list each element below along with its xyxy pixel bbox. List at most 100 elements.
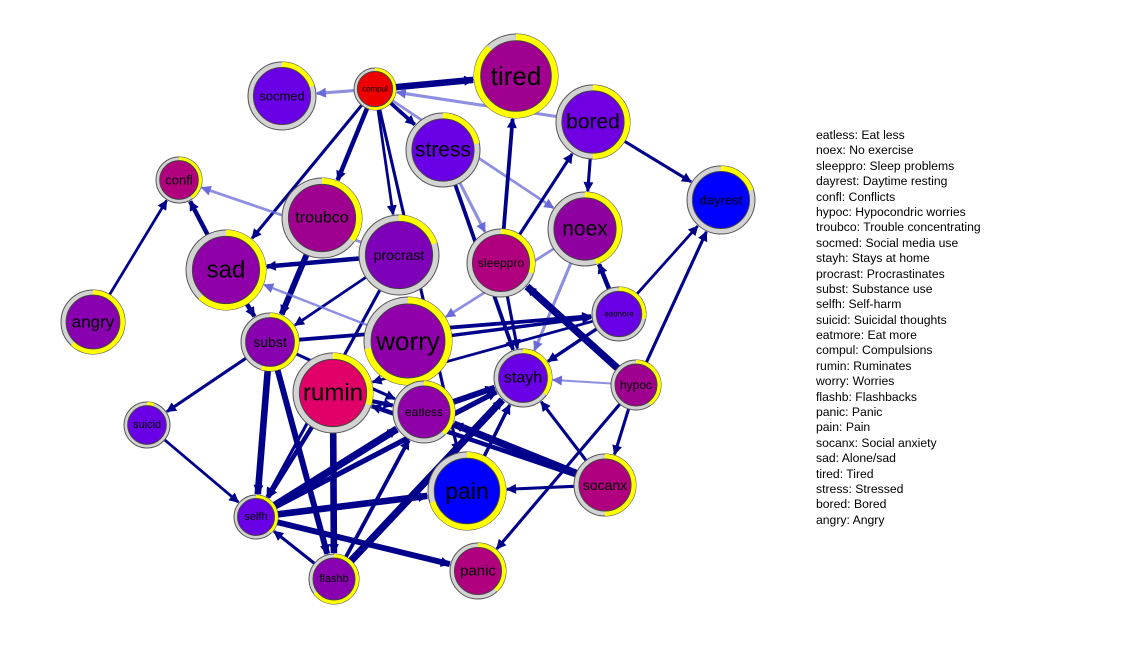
legend-item: compul: Compulsions [816,343,933,358]
edge-compul-to-procrast [376,109,397,216]
node-circle [498,353,548,403]
legend-item: worry: Worries [816,374,895,389]
node-circle [471,233,531,293]
legend-item: socmed: Social media use [816,235,959,250]
node-circle [595,290,643,338]
edge-hypoc-to-stayh [551,375,612,386]
node-label: selfh [244,511,267,523]
node-label: angry [72,313,115,332]
node-label: hypoc [620,378,652,392]
node-socanx: socanx [573,453,637,517]
edge-flashb-to-eatless [344,439,411,558]
node-circle [287,183,357,253]
edge-sleeppro-to-tired [501,117,517,230]
legend-item: stayh: Stays at home [816,251,930,266]
node-label: troubco [295,210,348,227]
node-label: stress [415,139,471,162]
edge-hypoc-to-socanx [612,408,631,456]
edge-eatmore-to-dayrest [635,225,699,295]
edge-compul-to-troubco [335,107,370,182]
edge-procrast-to-sad [265,256,360,271]
node-circle [191,235,261,305]
node-circle [298,358,368,428]
node-circle [312,557,356,601]
legend-item: bored: Bored [816,497,887,512]
node-worry: worry [363,296,453,386]
legend-item: socanx: Social anxiety [816,435,937,450]
node-circle [159,160,199,200]
edge-eatless-to-stayh [452,384,496,405]
legend-item: stress: Stressed [816,481,904,496]
legend-item: confl: Conflicts [816,189,896,204]
edge-selfh-to-stayh [274,389,498,510]
edge-hypoc-to-dayrest [644,230,708,363]
legend-item: sleeppro: Sleep problems [816,158,955,173]
legend-item: dayrest: Daytime resting [816,174,948,189]
edge-hypoc-to-panic [495,403,621,550]
node-circle [578,458,632,512]
node-label: worry [375,326,440,356]
edge-bored-to-noex [583,158,594,193]
node-confl: confl [155,156,203,204]
node-eatmore: eatmore [591,286,647,342]
node-bored: bored [555,84,631,160]
node-label: rumin [303,380,363,407]
node-label: subst [253,334,287,350]
node-label: eatmore [604,310,634,319]
node-label: eatless [405,405,443,419]
edge-hypoc-to-sleeppro [524,283,620,371]
legend-item: sad: Alone/sad [816,451,896,466]
edge-troubco-to-subst [278,253,310,316]
edge-angry-to-confl [108,199,168,296]
legend-item: flashb: Flashbacks [816,389,917,404]
node-subst: subst [240,312,300,372]
node-circle [453,546,503,596]
node-stress: stress [405,112,481,188]
node-circle [561,90,625,154]
legend-item: troubco: Trouble concentrating [816,220,981,235]
node-circle [252,66,312,126]
edge-rumin-to-eatless [371,398,394,409]
edge-compul-to-tired [395,75,475,91]
legend-item: rumin: Ruminates [816,358,912,373]
edge-sleeppro-to-bored [518,152,574,236]
node-eatless: eatless [392,380,456,444]
node-sad: sad [185,229,267,311]
legend-item: angry: Angry [816,512,885,527]
node-label: noex [562,218,608,241]
legend-item: tired: Tired [816,466,874,481]
node-label: sleeppro [478,256,524,270]
legend-item: suicid: Suicidal thoughts [816,312,947,327]
edge-eatmore-to-noex [597,263,612,290]
edge-pain-to-stayh [482,404,512,457]
edge-eatmore-to-stayh [547,327,598,363]
node-hypoc: hypoc [610,359,662,411]
node-compul: compul [353,67,397,111]
node-sleeppro: sleeppro [466,228,536,298]
edge-subst-to-flashb [274,369,331,555]
legend-item: noex: No exercise [816,143,914,158]
node-selfh: selfh [233,494,279,540]
node-circle [237,498,275,536]
node-panic: panic [449,542,507,600]
node-circle [397,385,451,439]
node-circle [127,405,167,445]
node-label: tired [491,61,542,91]
node-label: suicid [133,419,161,431]
legend-item: eatless: Eat less [816,128,905,142]
edge-socanx-to-pain [506,483,575,494]
node-tired: tired [473,33,559,119]
edge-flashb-to-selfh [273,530,316,565]
edge-compul-to-sad [250,104,363,240]
edge-bored-to-dayrest [623,139,692,184]
edge-worry-to-sad [263,283,368,327]
node-label: compul [362,85,388,94]
node-socmed: socmed [247,61,317,131]
node-label: confl [165,173,193,188]
edge-procrast-to-subst [294,276,367,327]
node-circle [691,170,751,230]
node-troubco: troubco [281,177,363,259]
node-stayh: stayh [493,348,553,408]
edge-socanx-to-stayh [539,400,588,462]
